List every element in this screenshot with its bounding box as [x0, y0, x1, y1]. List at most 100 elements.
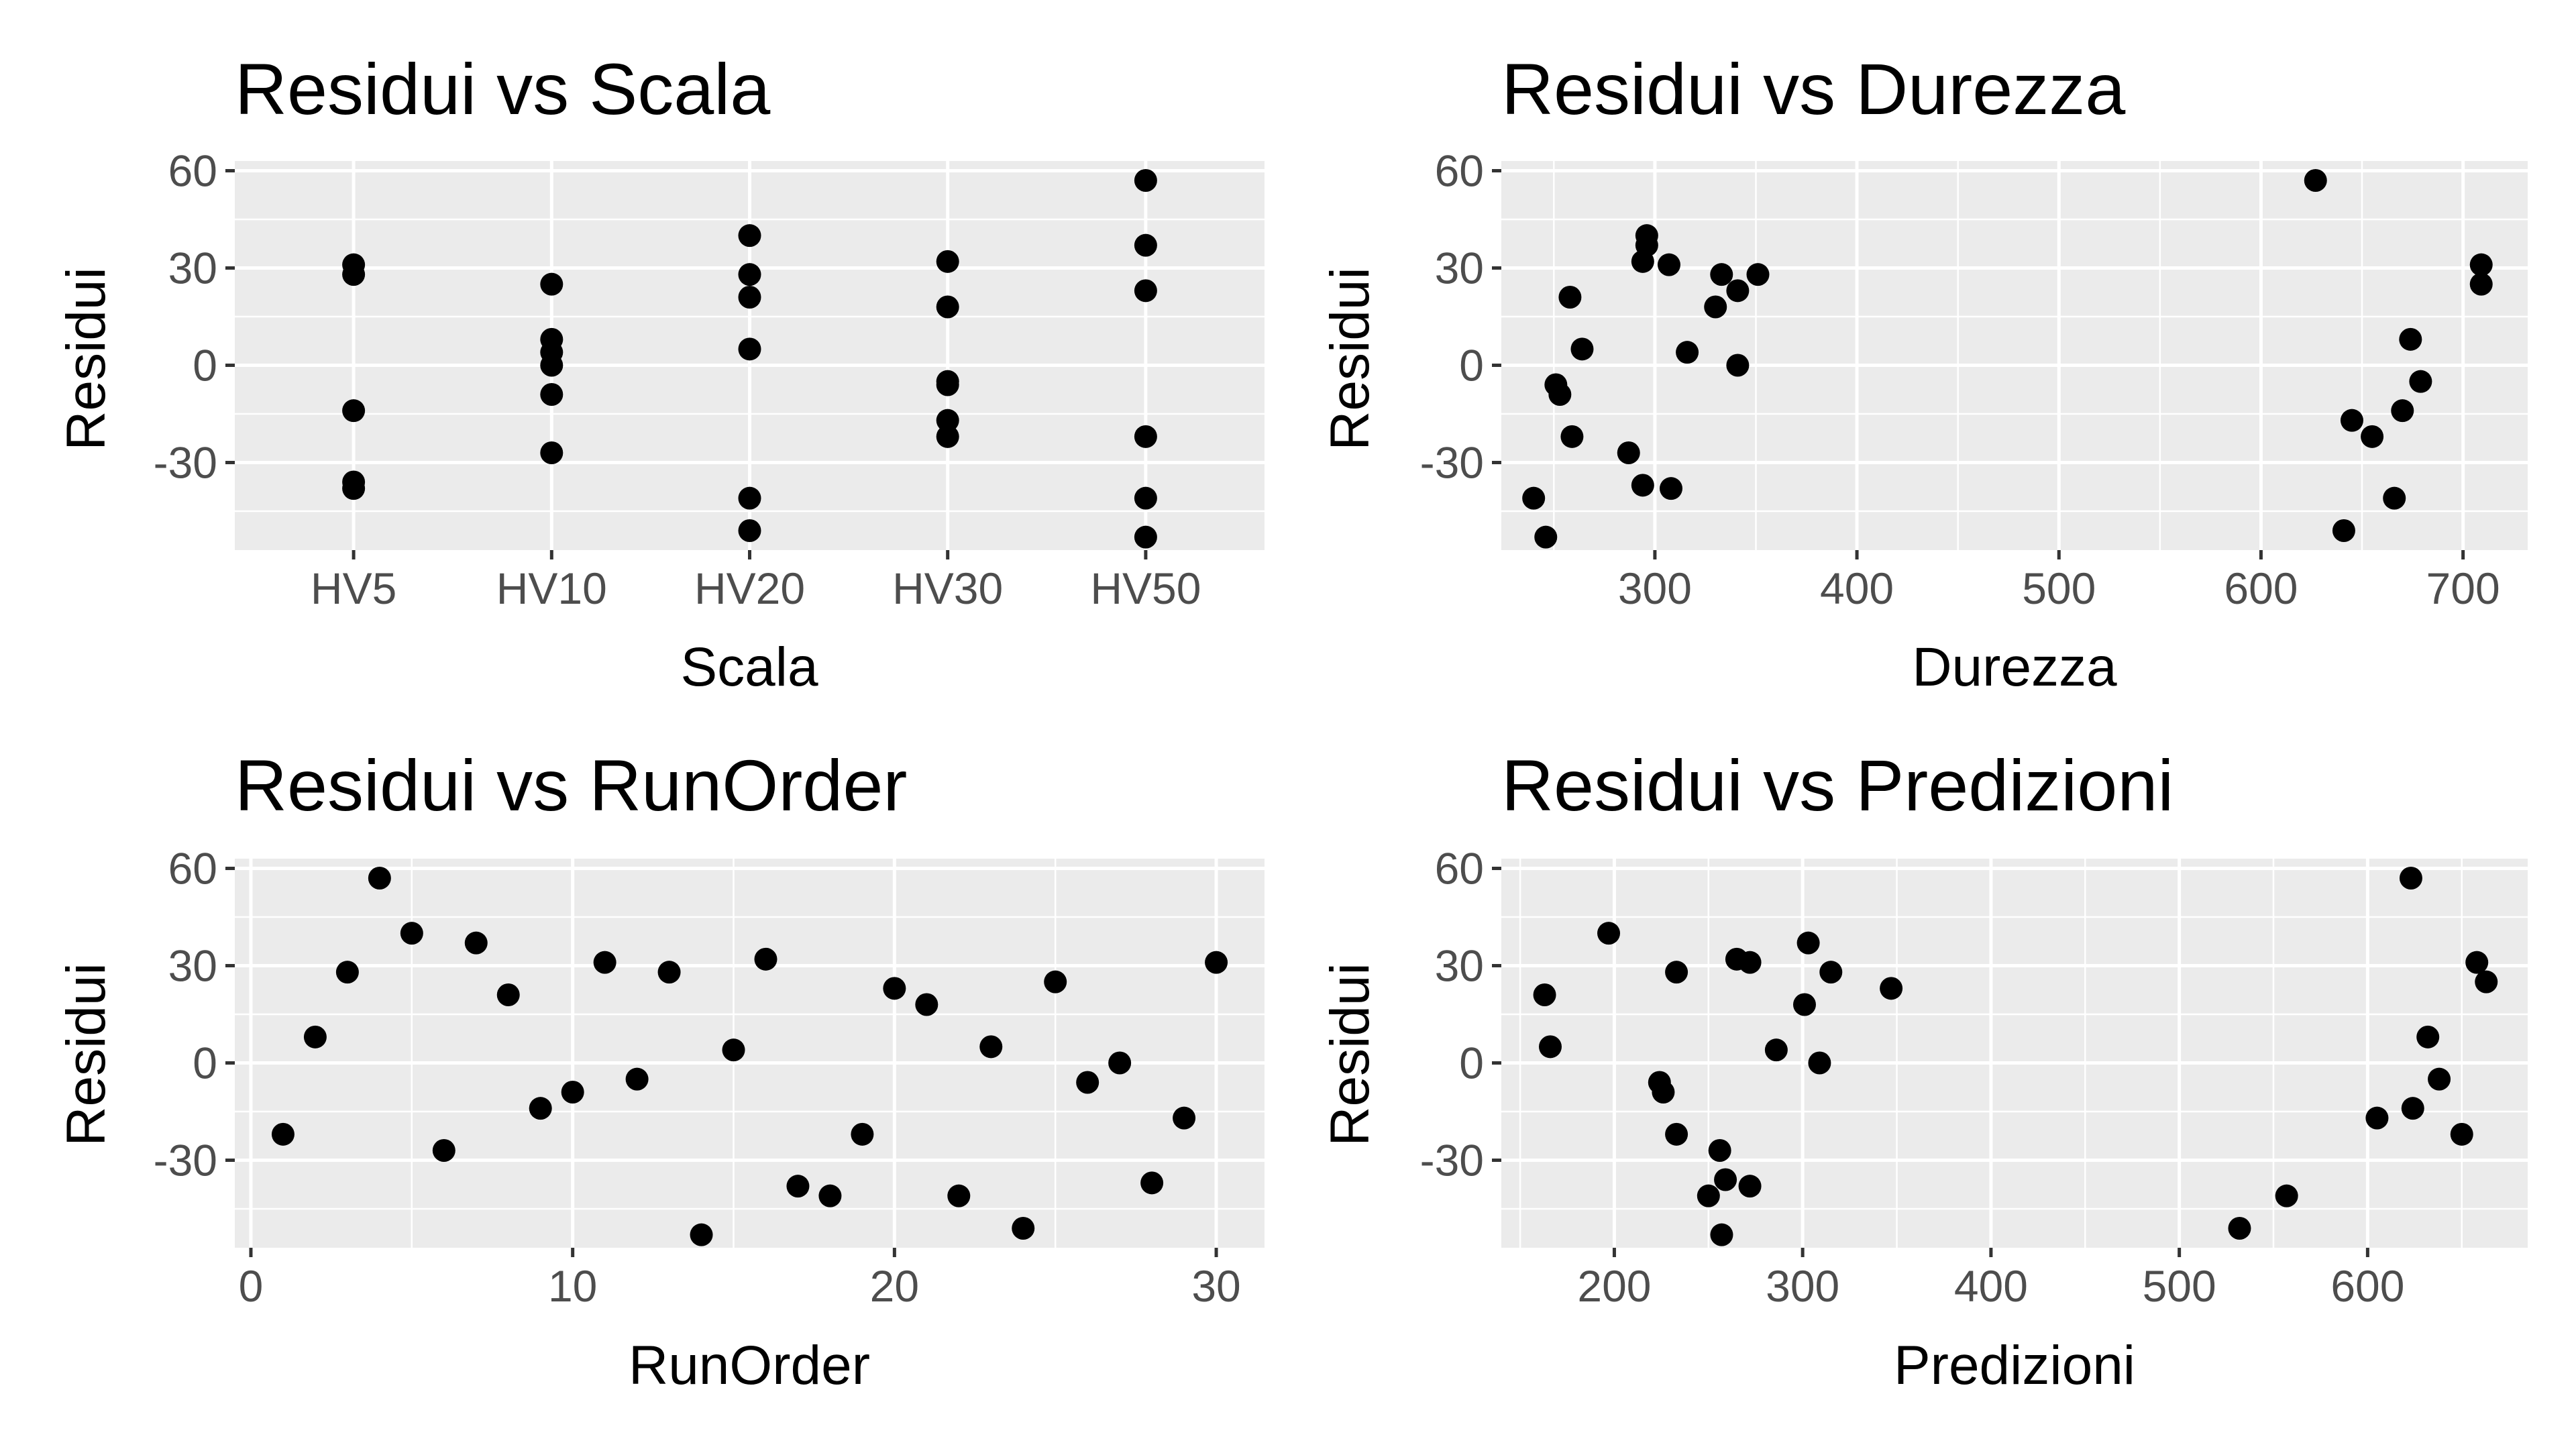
data-point [1635, 233, 1658, 257]
data-point [1665, 1122, 1688, 1146]
data-point [1704, 295, 1727, 319]
data-point [2383, 486, 2406, 510]
x-tick-label: 500 [2143, 1261, 2216, 1311]
data-point [947, 1184, 971, 1208]
y-axis-title: Residui [1320, 963, 1381, 1146]
y-tick-label: 30 [1435, 941, 1484, 991]
data-point [432, 1139, 455, 1162]
data-point [368, 867, 391, 890]
data-point [540, 441, 564, 464]
data-point [936, 425, 959, 448]
data-point [625, 1067, 649, 1091]
data-point [1738, 1175, 1762, 1198]
data-point [2275, 1184, 2298, 1208]
data-point [400, 922, 423, 945]
data-point [1533, 983, 1556, 1006]
data-point [1714, 1168, 1737, 1191]
x-tick-label: 20 [870, 1261, 919, 1311]
x-tick-label: 400 [1954, 1261, 2028, 1311]
y-tick-label: 60 [1435, 146, 1484, 196]
data-point [1140, 1171, 1164, 1195]
data-point [2465, 951, 2489, 974]
data-point [342, 399, 366, 423]
data-point [1657, 253, 1680, 276]
x-axis-title: Durezza [1912, 637, 2117, 698]
data-point [540, 354, 564, 377]
data-point [1134, 169, 1157, 192]
data-point [2416, 1025, 2440, 1049]
data-point [883, 977, 906, 1000]
data-point [2469, 272, 2493, 296]
data-point [1108, 1051, 1132, 1075]
panel-residui-vs-scala: Residui vs Scala -30 0 30 60 HV5 HV10 HV20 HV30… [56, 48, 1265, 698]
data-point [2340, 409, 2363, 432]
x-tick-label: 600 [2330, 1261, 2404, 1311]
data-point [818, 1184, 842, 1208]
x-tick-label: 600 [2224, 564, 2298, 613]
x-tick-label: HV5 [311, 564, 396, 613]
data-point [1659, 477, 1682, 500]
data-point [2304, 169, 2327, 192]
data-point [1173, 1106, 1196, 1130]
data-point [540, 383, 564, 406]
data-point [2365, 1106, 2389, 1130]
data-point [1205, 951, 1228, 974]
x-tick-label: 0 [239, 1261, 264, 1311]
y-tick-label: 0 [193, 1038, 217, 1088]
data-point [2332, 519, 2355, 542]
data-point [1570, 337, 1594, 361]
x-tick-label: 300 [1618, 564, 1692, 613]
data-point [1746, 263, 1770, 286]
data-point [1796, 931, 1820, 955]
panel-residui-vs-predizioni: Residui vs Predizioni -30 0 30 60 200 300 400 5… [1320, 745, 2528, 1396]
data-point [561, 1081, 584, 1104]
data-point [2450, 1122, 2473, 1146]
data-point [1134, 525, 1157, 549]
data-point [1076, 1071, 1099, 1094]
x-tick-label: 400 [1820, 564, 1894, 613]
data-point [1134, 233, 1157, 257]
data-point [754, 947, 777, 971]
panel-title: Residui vs RunOrder [235, 745, 907, 826]
x-tick-label: 500 [2022, 564, 2096, 613]
data-point [1560, 425, 1584, 448]
data-point [303, 1025, 327, 1049]
data-point [979, 1035, 1003, 1059]
y-tick-label: 30 [168, 941, 217, 991]
data-point [540, 272, 564, 296]
data-point [936, 409, 959, 432]
x-axis-title: RunOrder [629, 1335, 870, 1396]
data-point [738, 286, 761, 309]
data-point [1134, 425, 1157, 448]
data-point [2228, 1217, 2251, 1240]
data-point [1558, 286, 1582, 309]
data-point [738, 486, 761, 510]
x-axis-title: Predizioni [1894, 1335, 2135, 1396]
data-point [786, 1175, 810, 1198]
data-point [2401, 1097, 2424, 1120]
y-tick-label: 0 [1459, 341, 1484, 390]
data-point [1665, 961, 1688, 984]
data-point [2361, 425, 2384, 448]
data-point [1697, 1184, 1720, 1208]
data-point [1764, 1038, 1788, 1062]
data-point [738, 224, 761, 248]
data-point [342, 477, 366, 500]
data-point [738, 263, 761, 286]
y-tick-label: 60 [168, 146, 217, 196]
data-point [1652, 1081, 1675, 1104]
x-tick-label: HV20 [694, 564, 805, 613]
data-point [464, 931, 488, 955]
panel-title: Residui vs Predizioni [1501, 745, 2174, 826]
x-tick-label: 200 [1577, 1261, 1651, 1311]
data-point [1880, 977, 1903, 1000]
y-axis-title: Residui [1320, 267, 1381, 450]
data-point [593, 951, 616, 974]
y-tick-label: 0 [1459, 1038, 1484, 1088]
data-point [1710, 263, 1733, 286]
data-point [1044, 970, 1067, 994]
data-point [738, 519, 761, 542]
data-point [1726, 279, 1750, 303]
data-point [529, 1097, 552, 1120]
y-tick-label: 30 [1435, 244, 1484, 293]
